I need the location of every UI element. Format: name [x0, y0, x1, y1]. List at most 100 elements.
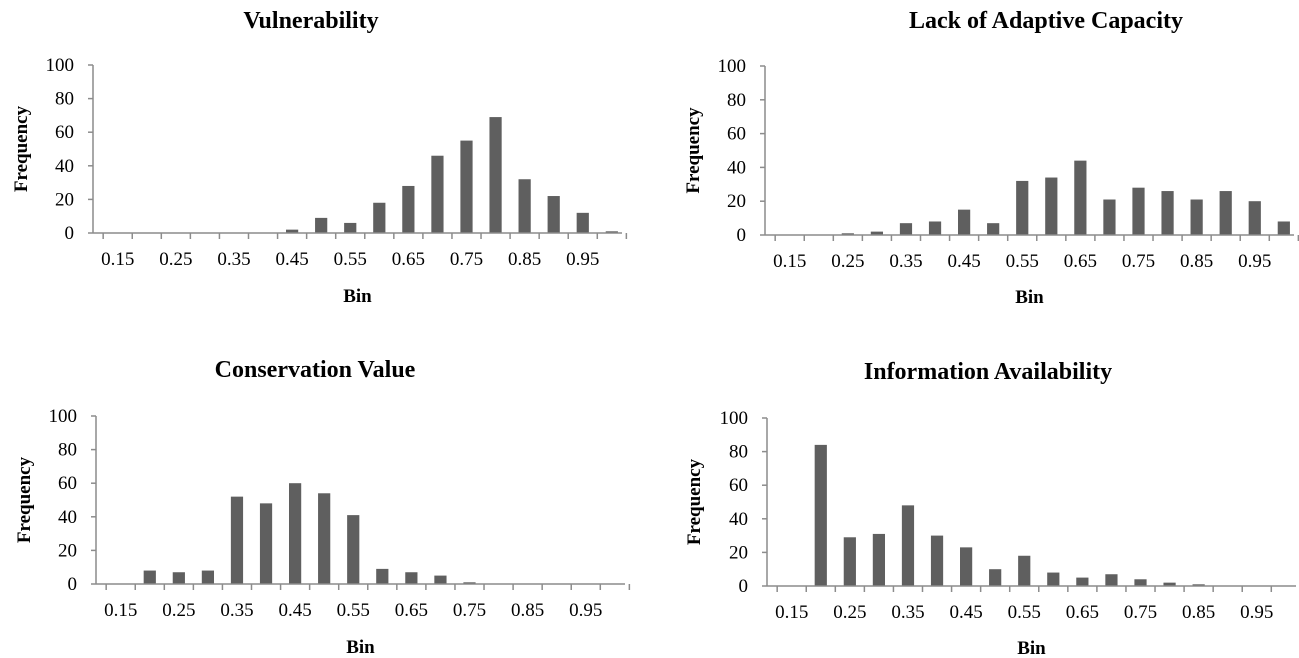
- y-axis-label: Frequency: [684, 458, 705, 545]
- y-tick-label: 20: [729, 542, 748, 563]
- x-tick-label: 0.25: [831, 251, 864, 272]
- y-tick-label: 0: [739, 576, 749, 597]
- x-tick-label: 0.25: [833, 602, 866, 623]
- y-tick-label: 40: [729, 509, 748, 530]
- bar-0.95: [576, 212, 589, 233]
- bar-0.6: [376, 568, 389, 584]
- y-axis-label: Frequency: [683, 107, 704, 194]
- chart-panel-3: Conservation Value 0 20 40 60 80 100 0.15 0.25 0.…: [14, 357, 631, 658]
- chart-panel-4: Information Availability 0 20 40 60 80 100 0.15…: [684, 359, 1296, 658]
- x-tick-label: 0.15: [775, 602, 808, 623]
- bar-0.8: [489, 117, 502, 233]
- y-axis-label: Frequency: [14, 456, 35, 543]
- y-tick-label: 40: [55, 156, 74, 177]
- x-tick-label: 0.95: [566, 249, 599, 270]
- x-tick-label: 0.75: [1124, 602, 1157, 623]
- y-tick-label: 100: [46, 55, 75, 76]
- x-tick-label: 0.25: [162, 600, 195, 621]
- y-tick-label: 0: [68, 574, 78, 595]
- bar-0.8: [1161, 191, 1174, 235]
- y-tick-label: 0: [65, 223, 75, 244]
- x-tick-label: 0.45: [947, 251, 980, 272]
- x-tick-label: 0.65: [395, 600, 428, 621]
- bar-0.9: [1219, 191, 1232, 235]
- bar-0.45: [958, 209, 971, 235]
- x-tick-label: 0.15: [101, 249, 134, 270]
- bar-0.7: [1105, 574, 1118, 586]
- x-tick-label: 0.85: [1180, 251, 1213, 272]
- bar-0.65: [1076, 577, 1089, 586]
- x-tick-label: 0.75: [450, 249, 483, 270]
- x-tick-label: 0.95: [569, 600, 602, 621]
- y-tick-label: 80: [727, 90, 746, 111]
- bar-0.3: [870, 231, 884, 235]
- bar-0.25: [841, 233, 854, 235]
- bar-0.25: [172, 572, 185, 584]
- bar-0.45: [289, 483, 302, 584]
- bar-0.65: [402, 185, 415, 233]
- bar-0.7: [434, 575, 447, 584]
- y-tick-label: 80: [58, 440, 77, 461]
- chart-title: Information Availability: [864, 359, 1112, 385]
- bar-0.35: [230, 496, 244, 584]
- bar-1: [605, 231, 618, 233]
- bar-0.6: [1047, 572, 1060, 586]
- x-axis-label: Bin: [1015, 287, 1044, 308]
- x-tick-label: 0.55: [334, 249, 367, 270]
- bar-0.75: [463, 582, 476, 584]
- bar-0.75: [460, 140, 473, 233]
- y-tick-label: 100: [49, 406, 78, 427]
- bar-0.95: [1248, 201, 1261, 235]
- bar-0.6: [373, 202, 386, 233]
- bar-0.55: [347, 515, 360, 584]
- bar-0.5: [989, 569, 1002, 586]
- bar-0.85: [1190, 199, 1203, 235]
- y-tick-label: 60: [727, 124, 746, 145]
- bar-0.3: [872, 533, 886, 586]
- x-axis-label: Bin: [343, 286, 372, 307]
- x-axis-label: Bin: [346, 637, 375, 658]
- x-tick-label: 0.35: [220, 600, 253, 621]
- x-tick-label: 0.65: [1064, 251, 1097, 272]
- y-tick-label: 40: [727, 157, 746, 178]
- y-tick-label: 60: [55, 122, 74, 143]
- bar-0.7: [1103, 199, 1116, 235]
- x-tick-label: 0.55: [1008, 602, 1041, 623]
- x-tick-label: 0.85: [508, 249, 541, 270]
- x-tick-label: 0.15: [104, 600, 137, 621]
- bar-0.55: [344, 222, 357, 233]
- bar-0.35: [901, 505, 915, 586]
- bar-0.75: [1132, 187, 1145, 235]
- bar-0.45: [286, 229, 299, 233]
- bar-0.5: [318, 493, 331, 584]
- bar-0.25: [843, 537, 856, 586]
- bar-1: [1277, 221, 1290, 235]
- bar-0.85: [518, 179, 531, 233]
- x-tick-label: 0.85: [511, 600, 544, 621]
- x-tick-label: 0.35: [889, 251, 922, 272]
- bar-0.4: [928, 221, 942, 235]
- chart-title: Lack of Adaptive Capacity: [909, 8, 1183, 34]
- bar-0.9: [547, 196, 560, 233]
- x-tick-label: 0.55: [337, 600, 370, 621]
- x-tick-label: 0.95: [1238, 251, 1271, 272]
- y-tick-label: 60: [729, 475, 748, 496]
- x-tick-label: 0.65: [392, 249, 425, 270]
- bar-0.5: [315, 217, 328, 233]
- y-tick-label: 0: [737, 225, 747, 246]
- x-tick-label: 0.75: [1122, 251, 1155, 272]
- chart-title: Vulnerability: [243, 8, 378, 34]
- y-tick-label: 20: [55, 189, 74, 210]
- bar-0.4: [259, 503, 273, 584]
- bar-0.5: [987, 223, 1000, 235]
- y-tick-label: 20: [58, 540, 77, 561]
- bar-0.65: [1074, 160, 1087, 235]
- bar-0.35: [899, 223, 913, 235]
- chart-title: Conservation Value: [215, 357, 416, 383]
- y-tick-label: 100: [720, 408, 749, 429]
- y-tick-label: 100: [718, 56, 747, 77]
- bar-0.6: [1045, 177, 1058, 235]
- x-tick-label: 0.95: [1240, 602, 1273, 623]
